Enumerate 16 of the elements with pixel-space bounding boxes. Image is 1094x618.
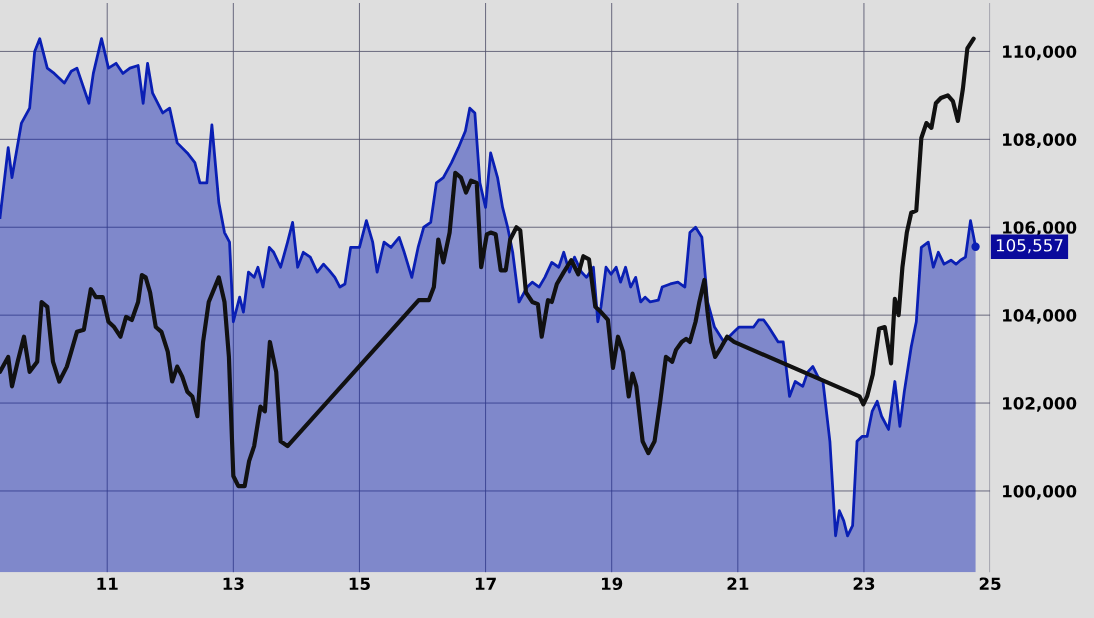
x-tick-label: 21	[727, 577, 749, 590]
annotation: 105,557	[996, 238, 1063, 254]
y-tick-label: 106,000	[1003, 221, 1077, 236]
y-tick-label: 102,000	[1003, 397, 1077, 412]
x-tick-label: 25	[979, 577, 1001, 591]
x-tick-label: 11	[97, 577, 118, 590]
line-series	[0, 36, 976, 489]
x-tick-label: 23	[853, 577, 875, 591]
x-tick-label: 13	[223, 577, 244, 591]
y-tick-label: 108,000	[1003, 133, 1077, 149]
x-tick-label: 15	[349, 577, 370, 591]
x-tick-label: 17	[475, 577, 496, 590]
y-tick-label: 100,000	[1003, 484, 1077, 500]
y-tick-label: 110,000	[1003, 45, 1077, 61]
y-tick-label: 104,000	[1003, 309, 1077, 324]
x-tick-label: 19	[601, 577, 623, 591]
